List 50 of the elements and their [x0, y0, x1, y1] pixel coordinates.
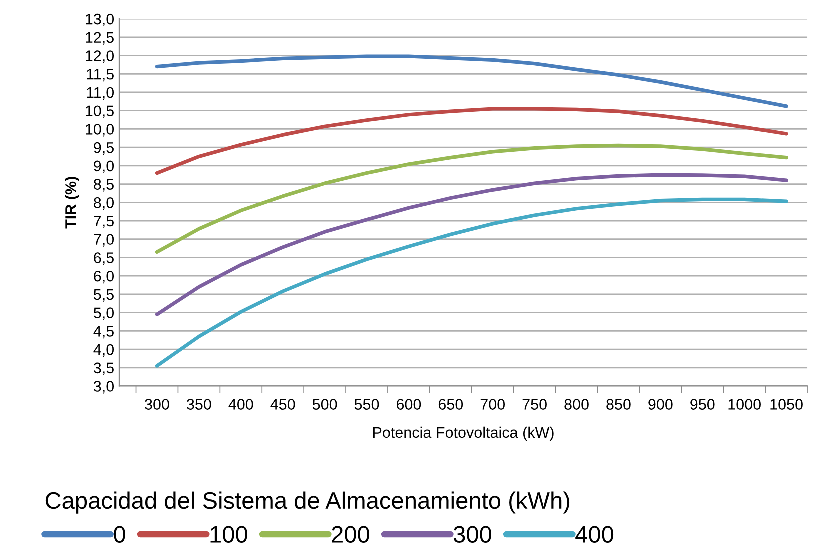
x-tick-label: 600: [396, 399, 422, 410]
legend-title: Capacidad del Sistema de Almacenamiento (kWh): [46, 492, 570, 514]
x-tick-label: 500: [312, 399, 338, 410]
x-tick-label: 850: [606, 399, 631, 410]
y-tick-label: 6,5: [94, 252, 114, 266]
x-tick-label: 300: [145, 399, 170, 410]
x-tick-label: 750: [522, 399, 547, 410]
legend-label: 400: [576, 526, 614, 543]
y-tick-label: 10,5: [86, 106, 114, 118]
y-tick-label: 6,0: [94, 270, 114, 284]
legend-label: 200: [332, 526, 370, 543]
y-tick-label: 8,0: [94, 198, 114, 210]
x-axis-title: Potencia Fotovoltaica (kW): [373, 426, 554, 442]
y-tick-label: 9,5: [94, 142, 114, 156]
x-tick-label: 350: [187, 399, 212, 410]
y-axis-title: TIR (%): [65, 177, 80, 229]
legend-label: 300: [454, 526, 492, 543]
y-tick-label: 8,5: [94, 179, 114, 192]
y-tick-label: 7,5: [94, 216, 114, 228]
y-tick-label: 3,5: [94, 362, 114, 376]
x-tick-label: 450: [270, 399, 296, 410]
legend-label: 100: [210, 526, 248, 543]
x-tick-label: 650: [438, 399, 464, 410]
x-tick-label: 1000: [728, 399, 761, 410]
line-series: [155, 54, 788, 108]
y-tick-label: 5,0: [94, 308, 114, 320]
y-tick-label: 7,0: [94, 234, 114, 247]
x-tick-label: 950: [690, 399, 715, 410]
y-tick-label: 4,5: [94, 326, 114, 339]
y-tick-label: 11,5: [87, 69, 114, 82]
y-tick-label: 3,0: [94, 381, 114, 394]
x-tick-label: 800: [564, 399, 589, 410]
y-tick-label: 11,0: [87, 87, 114, 100]
y-tick-label: 12,0: [86, 50, 114, 64]
y-tick-label: 12,5: [86, 32, 114, 45]
y-tick-label: 5,5: [94, 289, 114, 302]
y-tick-label: 13,0: [86, 14, 114, 27]
y-tick-label: 9,0: [94, 160, 114, 174]
y-tick-label: 10,0: [86, 124, 114, 137]
legend-label: 0: [114, 526, 126, 543]
x-tick-label: 550: [354, 399, 380, 410]
x-tick-label: 400: [228, 399, 254, 410]
x-tick-label: 1050: [770, 399, 803, 410]
x-tick-label: 700: [480, 399, 506, 410]
line-series: [155, 173, 788, 316]
line-series: [155, 107, 788, 176]
y-tick-label: 4,0: [94, 344, 114, 358]
x-tick-label: 900: [648, 399, 673, 410]
line-series: [155, 198, 788, 368]
line-series: [155, 144, 788, 254]
